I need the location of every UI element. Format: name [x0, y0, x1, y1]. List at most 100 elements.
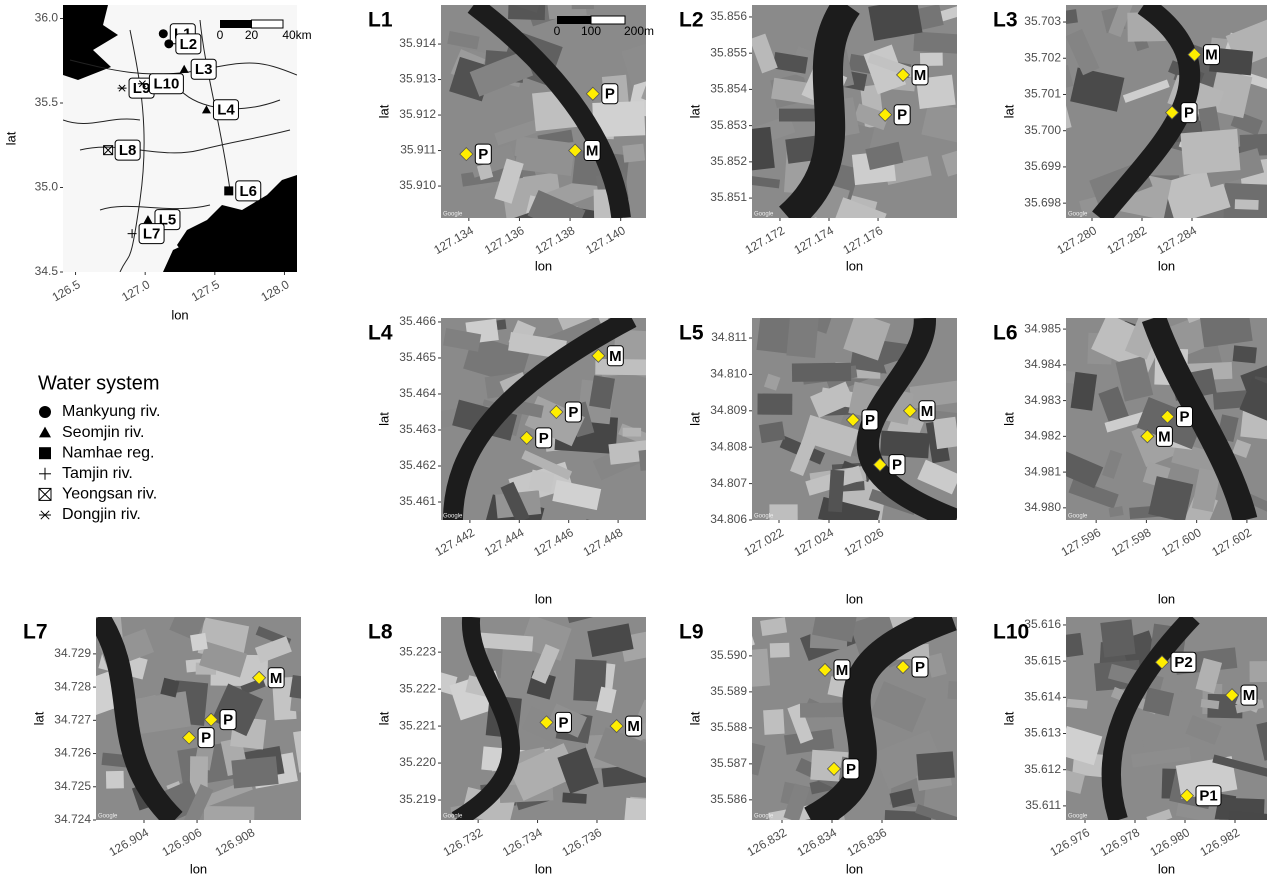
x-axis-title: lon	[846, 861, 863, 876]
legend-label: Tamjin riv.	[62, 465, 133, 482]
y-tick-label: 34.984	[1024, 357, 1061, 371]
x-tick-label: 127.022	[742, 525, 787, 559]
map-background	[1047, 617, 1271, 832]
field	[204, 806, 255, 828]
site-label: M	[268, 668, 284, 688]
marker-shape	[39, 427, 51, 438]
marker-shape	[39, 406, 51, 418]
marker-shape	[164, 39, 173, 48]
y-tick-label: 34.809	[710, 403, 747, 417]
x-tick-label: 128.0	[259, 277, 292, 304]
y-tick-label: 34.983	[1024, 393, 1061, 407]
x-tick-label: 127.600	[1159, 525, 1204, 559]
y-tick-label: 35.914	[399, 36, 436, 50]
y-tick-label: 35.466	[399, 314, 436, 328]
field	[792, 363, 851, 382]
scale-bar	[220, 20, 252, 28]
site-label: P	[862, 410, 878, 430]
map-background	[78, 607, 321, 828]
y-axis-title: lat	[1001, 711, 1016, 725]
panel-title: L1	[368, 9, 393, 32]
site-label: L8	[115, 140, 140, 160]
site-label-text: P	[1179, 409, 1189, 426]
panel-title: L4	[368, 322, 393, 345]
y-tick-label: 35.221	[399, 718, 436, 732]
x-tick-label: 126.734	[500, 825, 545, 859]
field	[1198, 300, 1252, 347]
y-axis-title: lat	[376, 711, 391, 725]
attribution: Google	[1068, 814, 1088, 820]
site-label: P	[1181, 103, 1197, 123]
x-axis-title: lon	[846, 591, 863, 606]
site-label: L7	[139, 224, 164, 244]
field	[933, 417, 959, 449]
site-label-text: M	[836, 662, 849, 679]
y-tick-label: 35.854	[710, 82, 747, 96]
y-tick-label: 35.586	[710, 792, 747, 806]
field	[508, 1, 545, 20]
scale-bar-label: 200m	[624, 24, 654, 38]
y-tick-label: 35.910	[399, 178, 436, 192]
site-label-text: L7	[143, 226, 161, 243]
x-tick-label: 127.024	[792, 525, 837, 559]
site-label-text: P	[865, 412, 875, 429]
y-tick-label: 35.462	[399, 458, 436, 472]
field	[1064, 633, 1084, 657]
site-label: P	[475, 144, 491, 164]
field	[770, 643, 790, 658]
y-tick-label: 34.725	[54, 779, 91, 793]
x-tick-label: 126.736	[559, 825, 604, 859]
y-tick-label: 35.0	[35, 180, 59, 194]
x-tick-label: 126.978	[1098, 825, 1143, 859]
y-tick-label: 35.703	[1024, 14, 1061, 28]
y-tick-label: 35.464	[399, 386, 436, 400]
scale-bar-label: 40km	[282, 28, 311, 42]
field	[757, 394, 792, 415]
x-axis-title: lon	[1158, 258, 1175, 273]
field	[828, 470, 844, 513]
y-tick-label: 35.852	[710, 154, 747, 168]
x-tick-label: 127.5	[189, 277, 222, 304]
field	[786, 313, 819, 358]
y-tick-label: 35.461	[399, 494, 436, 508]
x-axis-title: lon	[190, 861, 207, 876]
panel-title: L5	[679, 322, 704, 345]
x-tick-label: 127.280	[1055, 223, 1100, 257]
field	[880, 431, 930, 459]
site-marker	[224, 186, 233, 195]
site-label-text: L10	[153, 76, 179, 93]
legend-key	[39, 511, 51, 519]
attribution: Google	[443, 514, 463, 520]
y-tick-label: 34.727	[54, 712, 91, 726]
site-label: M	[1204, 45, 1220, 65]
x-tick-label: 127.138	[533, 223, 578, 257]
map-background	[441, 0, 704, 249]
map-background	[1044, 0, 1271, 232]
field	[106, 771, 124, 789]
y-tick-label: 35.223	[399, 644, 436, 658]
x-tick-label: 127.596	[1059, 525, 1104, 559]
y-tick-label: 34.811	[711, 330, 747, 344]
site-label-text: M	[1243, 687, 1256, 704]
legend-label: Seomjin riv.	[62, 424, 144, 441]
field	[231, 756, 278, 788]
site-label-text: P	[846, 761, 856, 778]
x-axis-title: lon	[535, 591, 552, 606]
y-tick-label: 34.808	[710, 439, 747, 453]
map-background	[430, 299, 699, 544]
site-label-text: P	[558, 714, 568, 731]
y-tick-label: 34.5	[35, 264, 59, 278]
legend-label: Mankyung riv.	[62, 403, 160, 420]
site-label-text: L3	[195, 61, 213, 78]
y-tick-label: 34.985	[1024, 321, 1061, 335]
map-background	[1055, 290, 1271, 531]
scale-bar-label: 0	[554, 24, 561, 38]
y-tick-label: 35.615	[1024, 653, 1061, 667]
site-label-text: L8	[119, 142, 137, 159]
y-tick-label: 34.729	[54, 646, 91, 660]
x-tick-label: 126.732	[441, 825, 486, 859]
x-tick-label: 127.176	[841, 223, 886, 257]
field	[913, 31, 971, 54]
marker-shape	[39, 511, 51, 519]
field	[759, 421, 785, 443]
